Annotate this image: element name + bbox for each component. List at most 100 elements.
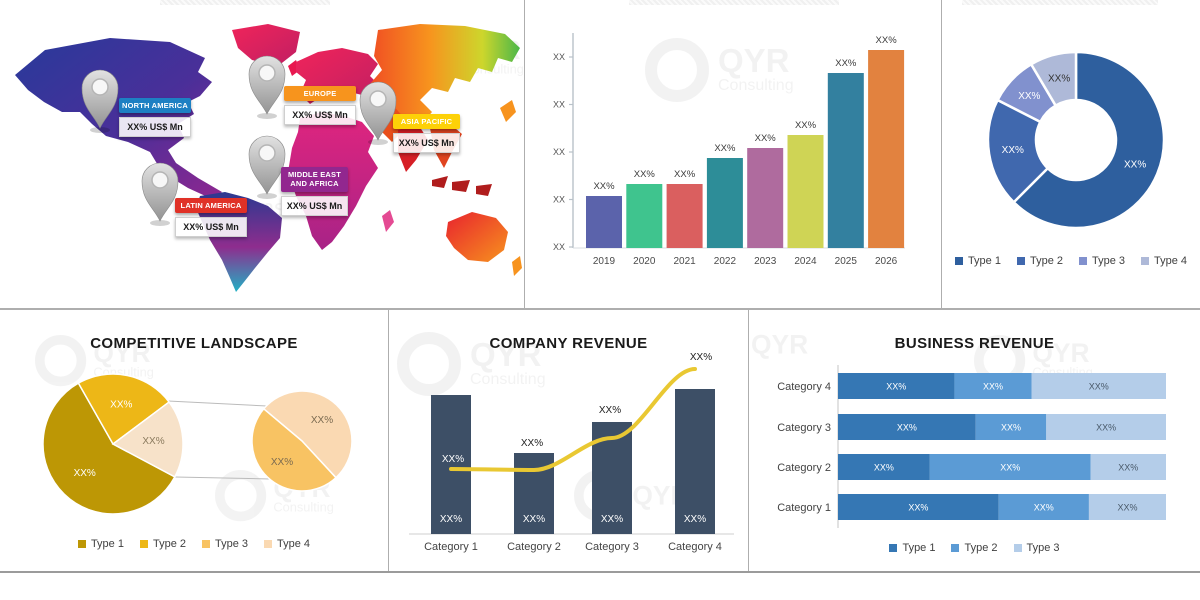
y-category-label: Category 1	[777, 502, 831, 514]
competitive-landscape-title: COMPETITIVE LANDSCAPE	[90, 335, 298, 353]
bar-2020	[626, 184, 663, 248]
pie-connector-line	[174, 476, 271, 480]
panel-company-revenue: QYR Consulting QYR COMPANY REVENUE XX% Ca…	[389, 310, 748, 571]
x-category-label: 2026	[875, 256, 898, 267]
region-callout: MIDDLE EAST AND AFRICA XX% US$ Mn	[281, 167, 348, 216]
legend-swatch-icon	[264, 540, 273, 548]
pie-slice-label: XX%	[110, 399, 132, 410]
segment-category-3-type-2	[975, 414, 1047, 440]
panel-divider	[941, 0, 942, 309]
pie-of-pie-chart: XX% XX% XX% XX% XX%	[42, 373, 353, 515]
segment-label: XX%	[897, 423, 917, 433]
island-new-zealand	[512, 256, 522, 276]
pin-body	[248, 135, 286, 195]
bar-value-label: XX%	[634, 169, 656, 180]
donut-legend: Type 1 Type 2 Type 3 Type 4	[942, 255, 1200, 267]
donut-legend-item: Type 1	[954, 255, 1001, 267]
line-point-label: XX%	[690, 352, 712, 363]
pie-slice-label: XX%	[74, 468, 96, 479]
pin-body	[248, 55, 286, 115]
donut-legend-item: Type 2	[1016, 255, 1063, 267]
panel-competitive-landscape: QYR Consulting QYR Consulting COMPETITIV…	[0, 310, 388, 571]
y-tick-label: XX	[553, 52, 565, 62]
continent-australia	[446, 212, 508, 262]
legend-label: Type 4	[1154, 255, 1188, 267]
island-japan	[500, 100, 516, 122]
segment-label: XX%	[1000, 463, 1020, 473]
region-callout: NORTH AMERICA XX% US$ Mn	[119, 98, 191, 138]
donut-segment-label: XX%	[1048, 73, 1070, 84]
legend-label: Type 1	[902, 542, 936, 554]
bar-2025	[827, 73, 864, 248]
region-name: NORTH AMERICA	[119, 98, 191, 114]
bar-value-label: XX%	[593, 181, 615, 192]
legend-swatch-icon	[202, 540, 210, 548]
x-category-label: 2019	[593, 256, 616, 267]
x-category-label: Category 3	[585, 541, 639, 553]
bar-2021	[666, 184, 703, 248]
map-pin-icon	[81, 69, 119, 133]
segment-category-1-type-2	[998, 494, 1089, 520]
pin-shadow	[257, 193, 277, 199]
legend-swatch-icon	[1079, 257, 1087, 265]
segment-label: XX%	[1096, 423, 1116, 433]
segment-category-3-type-1	[838, 414, 976, 440]
legend-swatch-icon	[139, 540, 148, 548]
y-tick-label: XX	[553, 100, 565, 110]
segment-category-2-type-2	[929, 454, 1091, 480]
competitive-landscape-legend-item: Type 3	[202, 538, 248, 550]
stacked-bar-chart: Category 4 XX% XX% XX% Category 3 XX% XX% XX% Ca…	[777, 365, 1166, 528]
pin-body	[81, 69, 119, 129]
competitive-landscape-legend-item: Type 4	[264, 538, 310, 550]
island-greenland	[232, 24, 300, 66]
business-revenue-legend: Type 1 Type 2 Type 3	[749, 542, 1200, 554]
legend-label: Type 2	[1029, 255, 1063, 267]
bar-category-4	[675, 389, 715, 534]
secondary-pie-slice	[262, 390, 353, 479]
panel-business-revenue: QYR QYR Consulting BUSINESS REVENUE Cate…	[749, 310, 1200, 571]
legend-swatch-icon	[951, 544, 960, 552]
region-callout: LATIN AMERICA XX% US$ Mn	[175, 198, 247, 238]
bar-value-label: XX%	[601, 514, 623, 525]
segment-label: XX%	[1117, 503, 1137, 513]
legend-label: Type 1	[967, 255, 1001, 267]
bar-value-label: XX%	[755, 133, 777, 144]
company-revenue-title: COMPANY REVENUE	[489, 335, 648, 353]
bar-value-label: XX%	[684, 514, 706, 525]
panel-divider	[524, 0, 525, 309]
pie-connector-line	[167, 400, 268, 407]
x-category-label: Category 1	[424, 541, 478, 553]
pin-shadow	[257, 113, 277, 119]
region-name: MIDDLE EAST AND AFRICA	[281, 167, 348, 192]
pin-shadow	[150, 220, 170, 226]
segment-label: XX%	[1034, 503, 1054, 513]
region-callout: EUROPE XX% US$ Mn	[284, 86, 356, 126]
legend-label: Type 3	[1092, 255, 1126, 267]
bar-2024	[787, 135, 824, 248]
business-revenue-legend-item: Type 3	[1013, 542, 1060, 554]
x-category-label: Category 2	[507, 541, 561, 553]
pin-hole	[151, 171, 169, 189]
donut-legend-item: Type 4	[1141, 255, 1187, 267]
donut-segment-label: XX%	[1018, 91, 1040, 102]
pie-slice-label: XX%	[271, 457, 293, 468]
legend-label: Type 1	[90, 538, 124, 550]
main-pie-slice	[111, 401, 184, 478]
x-category-label: 2025	[835, 256, 858, 267]
legend-swatch-icon	[77, 540, 86, 548]
islands-indonesia	[432, 176, 492, 196]
pin-hole	[258, 64, 276, 82]
bar-2026	[868, 50, 905, 248]
panel-divider	[0, 308, 1200, 310]
legend-label: Type 4	[277, 538, 311, 550]
legend-swatch-icon	[1016, 257, 1025, 265]
segment-label: XX%	[1118, 463, 1138, 473]
legend-swatch-icon	[889, 544, 898, 552]
continent-south-america	[196, 192, 282, 292]
panel-divider	[748, 310, 749, 572]
cropped-title	[629, 0, 839, 5]
island-madagascar	[382, 210, 394, 232]
panel-divider	[388, 310, 389, 572]
y-tick-label: XX	[553, 195, 565, 205]
